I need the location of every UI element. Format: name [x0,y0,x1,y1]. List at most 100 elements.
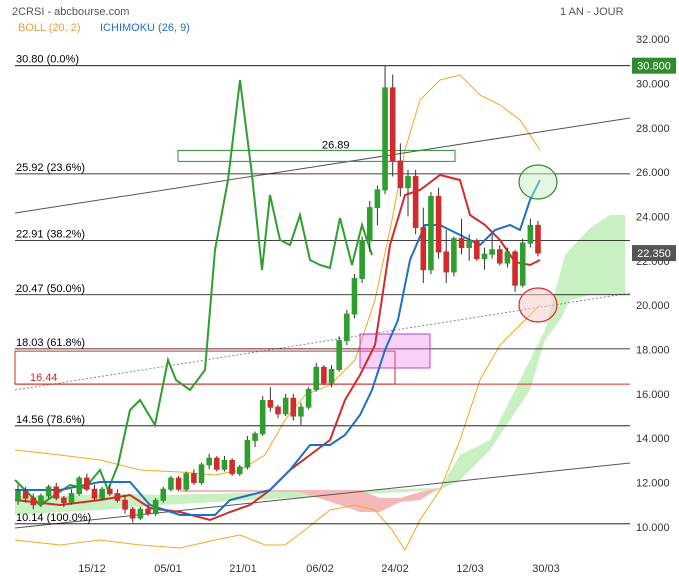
high-price-tag [632,57,676,74]
x-tick-label: 24/02 [381,563,409,575]
candle-body [489,249,495,255]
candle-body [397,160,404,189]
y-tick-label: 14.000 [636,433,670,445]
candle-body [466,240,472,249]
candle-body [420,227,427,271]
x-tick-label: 06/02 [306,563,334,575]
candle-body [496,249,503,264]
y-tick-label: 24.000 [636,211,670,223]
high-price-label: 30.800 [637,61,671,73]
candle-body [512,251,518,286]
candle-body [535,224,541,254]
candle-body [61,497,67,504]
last-price-label: 22.350 [637,248,671,260]
bollinger-lower [14,304,541,552]
candle-body [443,251,450,273]
candle-body [259,400,266,435]
y-tick-label: 28.000 [636,123,670,135]
candle-body [519,242,526,286]
ichimoku-lines [14,173,541,522]
y-tick-label: 20.000 [636,300,670,312]
candle-body [412,176,419,229]
upper-trend-line [14,117,631,214]
ichimoku-legend: ICHIMOKU (26, 9) [100,22,190,34]
y-tick-label: 16.000 [636,389,670,401]
x-tick-label: 12/03 [456,563,484,575]
candle-body [152,499,159,515]
candle-body [344,313,350,342]
candle-body [428,196,434,271]
x-tick-label: 05/01 [154,563,182,575]
candle-body [175,477,182,490]
candle-body [91,488,98,499]
candle-body [191,473,197,484]
lower-trend-line [14,462,631,529]
candle-body [68,493,75,504]
candle-body [282,397,289,415]
rsi-curve [14,79,373,507]
axis-labels: 10.00012.00014.00016.00018.00020.00022.0… [78,34,676,575]
candle-body [114,493,121,501]
candle-body [382,87,388,191]
trend-lines [14,117,631,529]
chart-timeframe: 1 AN - JOUR [560,6,624,18]
fib-level-label: 10.14 (100.0%) [16,512,91,524]
fibonacci-levels: 30.80 (0.0%) 25.92 (23.6%) 22.91 (38.2%) 20… [15,54,630,525]
support-label: 16.44 [30,372,58,384]
candle-body [244,439,251,468]
fib-level-label: 25.92 (23.6%) [16,162,85,174]
candle-body [99,488,105,499]
candle-body [351,278,358,315]
tenkan-line [15,179,541,516]
candle-body [106,488,113,495]
fib-level-label: 30.80 (0.0%) [16,54,79,66]
fib-level-label: 22.91 (38.2%) [16,229,85,241]
candle-body [221,459,228,470]
candle-body [84,477,90,490]
candle-body [305,388,312,408]
candle-body [214,457,220,470]
candle-body [22,490,29,499]
consolidation-box [359,333,431,369]
candle-body [504,251,511,264]
candle-body [290,397,297,417]
annotation-boxes: 26.89 16.44 [14,139,630,385]
candle-body [366,207,373,242]
y-tick-label: 30.000 [636,78,670,90]
candle-body [122,499,128,510]
bollinger-bands [14,74,541,552]
green-circle-marker [518,164,558,200]
candle-body [298,406,304,417]
bollinger-upper [14,74,541,476]
rsi-line [14,79,373,507]
candle-body [252,433,258,441]
kumo-bull [15,215,625,515]
last-price-tag [632,245,676,262]
candle-body [137,508,144,519]
candle-body [160,488,167,501]
candlesticks [15,65,541,523]
red-circle-marker [518,287,558,323]
candle-body [198,464,205,484]
resistance-label: 26.89 [322,139,350,151]
y-tick-label: 26.000 [636,167,670,179]
candle-body [405,176,411,189]
candle-body [45,486,52,497]
candle-body [313,366,320,390]
kumo-cloud [15,215,625,515]
chart-source: 2CRSI - abcbourse.com [12,6,130,18]
y-tick-label: 18.000 [636,345,670,357]
candle-body [145,508,151,515]
candle-body [30,497,37,506]
x-tick-label: 30/03 [532,563,560,575]
candle-body [15,490,21,501]
candle-body [229,459,235,475]
kumo-bear [180,488,440,512]
candle-body [435,196,442,253]
candle-body [76,477,82,495]
candle-body [38,495,44,506]
resistance-box [177,149,456,162]
candle-body [267,400,274,408]
x-tick-label: 15/12 [78,563,106,575]
